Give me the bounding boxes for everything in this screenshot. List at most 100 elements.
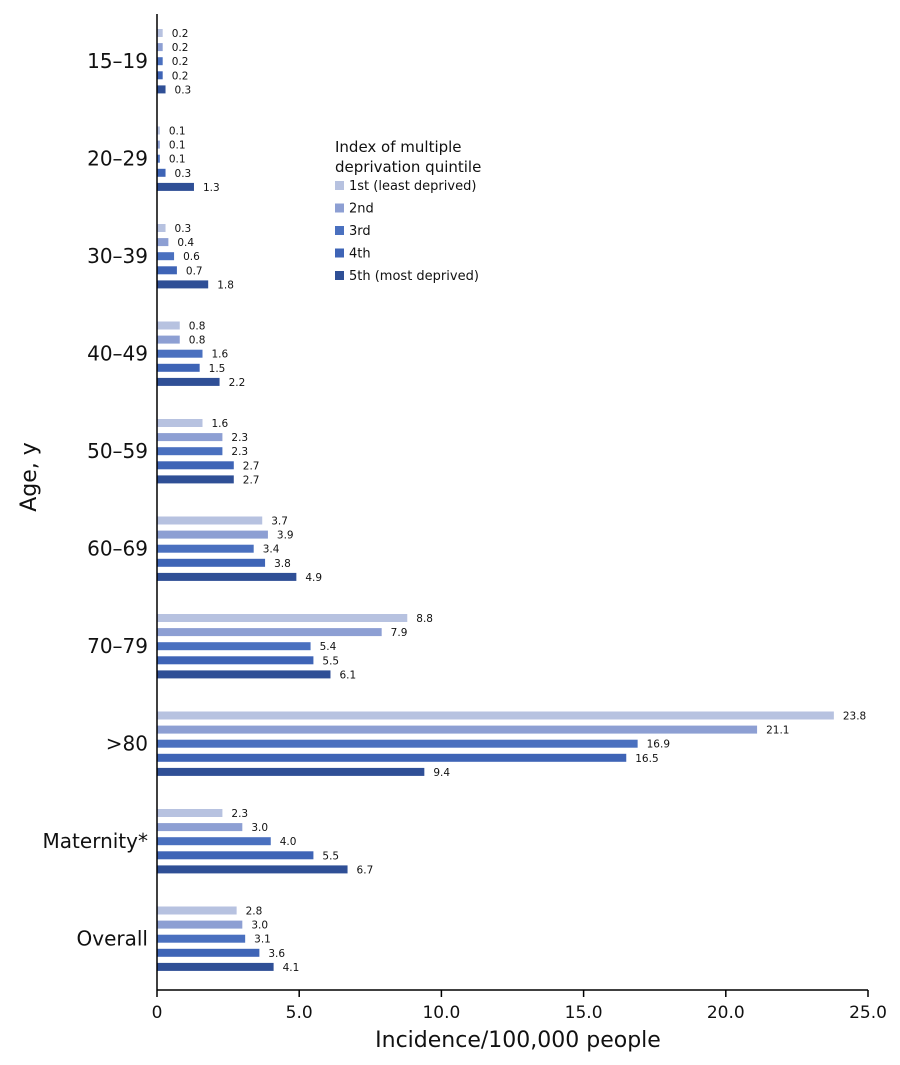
bar-0-3 bbox=[157, 71, 163, 80]
bar-1-1 bbox=[157, 140, 160, 149]
category-label: 30–39 bbox=[87, 244, 148, 268]
bar-0-2 bbox=[157, 57, 163, 66]
bar-2-1 bbox=[157, 238, 169, 247]
value-label-4-3: 2.7 bbox=[243, 460, 260, 472]
value-label-9-4: 4.1 bbox=[283, 962, 300, 974]
value-label-6-0: 8.8 bbox=[416, 613, 433, 625]
bar-4-2 bbox=[157, 447, 223, 456]
bars: 0.2 0.2 0.2 0.2 0.3 0.1 0.1 0.1 0.3 1.3 0.3 0.4 0.6 0… bbox=[157, 28, 866, 974]
category-label: 15–19 bbox=[87, 49, 148, 73]
value-label-9-1: 3.0 bbox=[251, 920, 268, 932]
legend-swatch-1 bbox=[335, 203, 344, 213]
value-label-4-1: 2.3 bbox=[231, 432, 248, 444]
category-label: 50–59 bbox=[87, 439, 148, 463]
value-label-5-4: 4.9 bbox=[305, 572, 322, 584]
bar-3-4 bbox=[157, 377, 220, 386]
value-label-6-4: 6.1 bbox=[339, 669, 356, 681]
legend-swatch-0 bbox=[335, 181, 344, 190]
bar-3-2 bbox=[157, 349, 203, 358]
bar-2-3 bbox=[157, 266, 177, 275]
value-label-7-3: 16.5 bbox=[635, 753, 658, 765]
value-label-5-1: 3.9 bbox=[277, 530, 294, 542]
value-label-4-0: 1.6 bbox=[212, 418, 229, 430]
value-label-7-2: 16.9 bbox=[647, 739, 670, 751]
bar-5-4 bbox=[157, 572, 297, 581]
x-tick-label: 25.0 bbox=[849, 1003, 887, 1023]
value-label-7-0: 23.8 bbox=[843, 711, 866, 723]
bar-4-1 bbox=[157, 433, 223, 442]
value-label-2-2: 0.6 bbox=[183, 251, 200, 263]
value-label-3-0: 0.8 bbox=[189, 321, 206, 333]
bar-3-3 bbox=[157, 363, 200, 372]
bar-8-0 bbox=[157, 809, 223, 817]
bar-5-0 bbox=[157, 516, 263, 525]
value-label-6-2: 5.4 bbox=[320, 641, 337, 653]
legend-swatch-2 bbox=[335, 226, 344, 235]
value-label-6-1: 7.9 bbox=[391, 627, 408, 639]
bar-4-3 bbox=[157, 461, 234, 470]
value-label-0-0: 0.2 bbox=[172, 28, 189, 40]
bar-7-3 bbox=[157, 753, 627, 762]
value-label-8-2: 4.0 bbox=[280, 836, 297, 848]
bar-9-4 bbox=[157, 962, 274, 971]
value-label-3-1: 0.8 bbox=[189, 335, 206, 347]
y-axis-title: Age, y bbox=[17, 442, 42, 512]
value-label-8-4: 6.7 bbox=[357, 864, 374, 876]
value-label-8-3: 5.5 bbox=[322, 850, 339, 862]
value-label-9-0: 2.8 bbox=[246, 906, 263, 918]
value-label-0-3: 0.2 bbox=[172, 70, 189, 82]
value-label-1-2: 0.1 bbox=[169, 154, 186, 166]
category-label: Overall bbox=[77, 927, 148, 951]
value-label-4-2: 2.3 bbox=[231, 446, 248, 458]
value-label-0-2: 0.2 bbox=[172, 56, 189, 68]
bar-2-4 bbox=[157, 280, 209, 289]
value-label-1-1: 0.1 bbox=[169, 140, 186, 152]
legend-label-0: 1st (least deprived) bbox=[349, 179, 476, 194]
value-label-8-0: 2.3 bbox=[231, 808, 248, 820]
bar-8-3 bbox=[157, 851, 314, 860]
value-label-5-0: 3.7 bbox=[271, 516, 288, 528]
bar-9-3 bbox=[157, 948, 260, 957]
x-tick-label: 10.0 bbox=[422, 1003, 460, 1023]
bar-2-2 bbox=[157, 252, 175, 261]
value-label-3-4: 2.2 bbox=[229, 377, 246, 389]
bar-2-0 bbox=[157, 224, 166, 232]
category-label: 70–79 bbox=[87, 634, 148, 658]
bar-5-2 bbox=[157, 544, 254, 553]
legend-label-1: 2nd bbox=[349, 202, 374, 217]
legend-label-3: 4th bbox=[349, 247, 371, 262]
bar-5-3 bbox=[157, 558, 266, 567]
value-label-0-1: 0.2 bbox=[172, 42, 189, 54]
bar-9-0 bbox=[157, 906, 237, 915]
bar-6-1 bbox=[157, 628, 382, 637]
value-label-9-3: 3.6 bbox=[268, 948, 285, 960]
bar-7-1 bbox=[157, 725, 758, 734]
x-tick-label: 0 bbox=[152, 1003, 163, 1023]
bar-3-0 bbox=[157, 321, 180, 330]
legend-swatch-4 bbox=[335, 271, 344, 280]
value-label-1-4: 1.3 bbox=[203, 182, 220, 194]
value-label-5-2: 3.4 bbox=[263, 544, 280, 556]
value-label-6-3: 5.5 bbox=[322, 655, 339, 667]
x-ticks: 0 5.0 10.0 15.0 20.0 25.0 bbox=[152, 990, 887, 1023]
bar-1-3 bbox=[157, 168, 166, 177]
value-label-3-3: 1.5 bbox=[209, 363, 226, 375]
bar-0-0 bbox=[157, 29, 163, 37]
bar-1-4 bbox=[157, 182, 194, 191]
bar-6-2 bbox=[157, 642, 311, 651]
legend-title-line-2: deprivation quintile bbox=[335, 158, 481, 176]
value-label-2-0: 0.3 bbox=[175, 223, 192, 235]
bar-1-2 bbox=[157, 154, 160, 163]
value-label-9-2: 3.1 bbox=[254, 934, 271, 946]
bar-7-2 bbox=[157, 739, 638, 748]
bar-1-0 bbox=[157, 126, 160, 135]
legend-label-4: 5th (most deprived) bbox=[349, 269, 479, 284]
category-label: 60–69 bbox=[87, 537, 148, 561]
bar-4-4 bbox=[157, 475, 234, 484]
bar-6-0 bbox=[157, 614, 408, 622]
bar-8-4 bbox=[157, 865, 348, 874]
value-label-8-1: 3.0 bbox=[251, 822, 268, 834]
value-label-2-3: 0.7 bbox=[186, 265, 203, 277]
legend-label-2: 3rd bbox=[349, 224, 371, 239]
